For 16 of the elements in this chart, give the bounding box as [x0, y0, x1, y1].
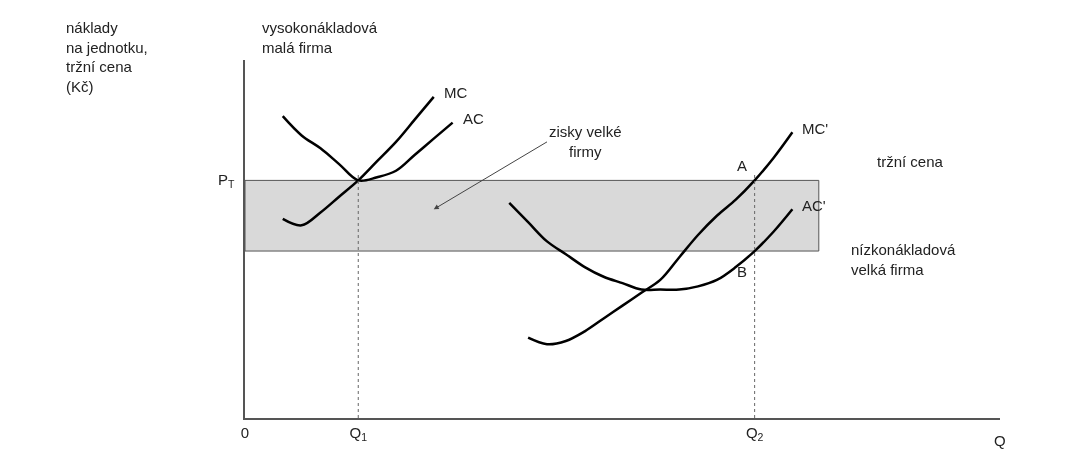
x-tick-label: Q$_{1}$ — [349, 423, 368, 443]
series-label: AC — [463, 110, 484, 127]
annotation: nízkonákladová velká firma — [851, 241, 956, 278]
x-axis-title: Q — [994, 432, 1006, 449]
x-tick-label: Q$_{2}$ — [745, 423, 764, 443]
band-label: zisky velké firmy — [549, 123, 622, 160]
text: P$_{T}$ — [218, 171, 236, 191]
annotation: A — [737, 157, 748, 174]
series-label: MC — [444, 84, 468, 101]
text: vysokonákladová malá firma — [262, 19, 378, 56]
series-label: MC' — [802, 120, 829, 137]
text: náklady na jednotku, tržní cena (Kč) — [66, 19, 148, 95]
x-tick-label: 0 — [240, 423, 250, 441]
annotation: tržní cena — [877, 153, 944, 170]
series-label: AC' — [802, 197, 826, 214]
annotation: B — [737, 263, 748, 280]
